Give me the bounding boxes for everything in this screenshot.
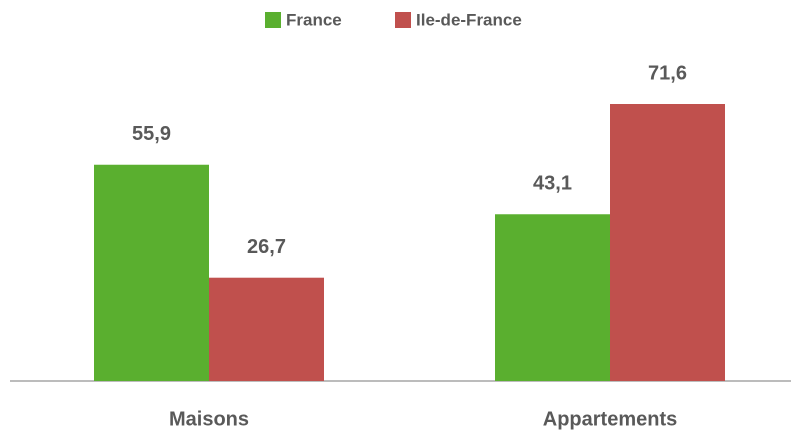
data-label: 55,9 bbox=[132, 123, 171, 145]
bar bbox=[610, 104, 725, 381]
bar bbox=[209, 277, 324, 381]
data-label: 71,6 bbox=[648, 62, 687, 84]
data-label: 26,7 bbox=[247, 236, 286, 258]
x-tick-label: Maisons bbox=[169, 408, 249, 430]
legend-swatch bbox=[395, 12, 411, 28]
legend-label: France bbox=[286, 10, 342, 29]
data-label: 43,1 bbox=[533, 173, 572, 195]
bar bbox=[495, 214, 610, 381]
legend-label: Ile-de-France bbox=[416, 10, 522, 29]
x-tick-label: Appartements bbox=[543, 408, 677, 430]
legend-swatch bbox=[265, 12, 281, 28]
bar bbox=[94, 164, 209, 381]
